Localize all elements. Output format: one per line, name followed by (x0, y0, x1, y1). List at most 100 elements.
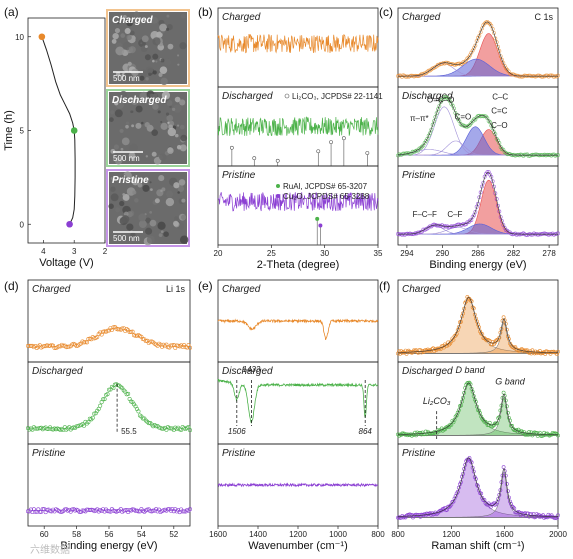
x-tick-label: 2000 (549, 530, 567, 539)
data-point (396, 351, 400, 356)
sem-grain (132, 190, 137, 195)
data-point (86, 507, 91, 512)
data-point (488, 120, 492, 125)
data-point (107, 387, 112, 392)
data-point (81, 423, 86, 428)
sem-grain (141, 35, 149, 43)
data-point (129, 329, 134, 334)
x-tick-label: 54 (137, 530, 146, 539)
peak-position-label: 55.5 (121, 427, 137, 436)
subplot-title: Pristine (32, 448, 66, 459)
reference-marker (315, 216, 320, 221)
sem-grain (153, 156, 162, 165)
x-tick-label: 56 (105, 530, 114, 539)
data-point (456, 222, 460, 227)
data-point (25, 343, 30, 348)
data-point (528, 432, 533, 437)
data-point (120, 326, 125, 331)
data-point (33, 509, 38, 514)
sem-label-discharged: Discharged (112, 95, 167, 106)
x-tick-label: 52 (169, 530, 178, 539)
sem-grain (122, 14, 127, 19)
sem-grain (158, 233, 163, 237)
sem-grain (114, 232, 117, 235)
sem-grain (127, 61, 132, 66)
sem-grain (179, 42, 187, 50)
data-point (498, 330, 503, 335)
sem-grain (119, 90, 128, 99)
data-point (468, 382, 473, 387)
sem-grain (160, 189, 163, 193)
sem-grain (109, 117, 114, 122)
data-point (140, 416, 145, 421)
data-point (86, 420, 91, 425)
data-point (473, 43, 478, 48)
data-point (461, 471, 465, 476)
sem-grain (110, 177, 114, 180)
reference-marker (252, 156, 257, 161)
sem-grain (133, 11, 140, 18)
data-point (492, 31, 496, 35)
data-point (472, 213, 476, 218)
data-point (459, 480, 463, 485)
data-point (81, 340, 86, 345)
sem-grain (126, 19, 133, 27)
sem-grain (113, 144, 120, 150)
sem-grain (138, 213, 147, 222)
x-axis-label: Binding energy (eV) (429, 259, 526, 271)
data-point (478, 30, 483, 35)
sem-grain (120, 33, 126, 38)
sem-grain (145, 227, 153, 235)
sem-grain (154, 198, 160, 204)
x-tick-label: 294 (400, 249, 414, 258)
sem-grain (110, 110, 115, 115)
y-tick-label: 5 (20, 127, 25, 136)
sem-grain (138, 220, 147, 229)
subplot-title: Discharged (402, 91, 453, 102)
data-point (553, 515, 558, 520)
subplot-title: Discharged (402, 366, 453, 377)
data-point (37, 509, 42, 514)
x-tick-label: 58 (72, 530, 81, 539)
data-point (188, 507, 193, 512)
data-point (482, 497, 487, 502)
voltage-time-curve (41, 36, 76, 225)
x-tick-label: 1400 (249, 530, 267, 539)
data-point (133, 333, 138, 338)
data-point (493, 340, 497, 345)
data-point (456, 408, 461, 413)
data-point (401, 151, 406, 156)
data-point (556, 433, 560, 438)
data-point (127, 330, 132, 335)
data-point (491, 424, 495, 428)
sem-grain (173, 104, 182, 113)
sem-frame-charged (106, 9, 190, 87)
data-point (490, 126, 495, 131)
sem-grain (180, 13, 186, 19)
xrd-pattern-pristine (217, 191, 379, 212)
data-point (452, 106, 456, 111)
x-tick-label: 1600 (496, 530, 514, 539)
data-point (522, 152, 527, 157)
reference-marker (365, 151, 370, 155)
sem-grain (158, 72, 163, 77)
sem-grain (150, 188, 153, 192)
sem-grain (123, 71, 132, 80)
sem-grain (121, 215, 130, 224)
sem-grain (144, 122, 150, 128)
band-label: G band (495, 377, 526, 387)
data-point (126, 391, 131, 396)
data-point (493, 421, 497, 426)
x-tick-label: 4 (41, 247, 46, 256)
data-point (188, 428, 193, 433)
sem-grain (119, 200, 125, 207)
ftir-spectrum-discharged (217, 378, 379, 424)
data-point (456, 325, 461, 330)
reference-marker (341, 136, 346, 141)
x-axis-label: Raman shift (cm⁻¹) (431, 540, 524, 552)
x-tick-label: 2 (103, 247, 108, 256)
data-point (416, 230, 420, 235)
panel-label: (d) (4, 279, 19, 293)
data-point (477, 325, 481, 330)
sem-grain (130, 110, 133, 114)
